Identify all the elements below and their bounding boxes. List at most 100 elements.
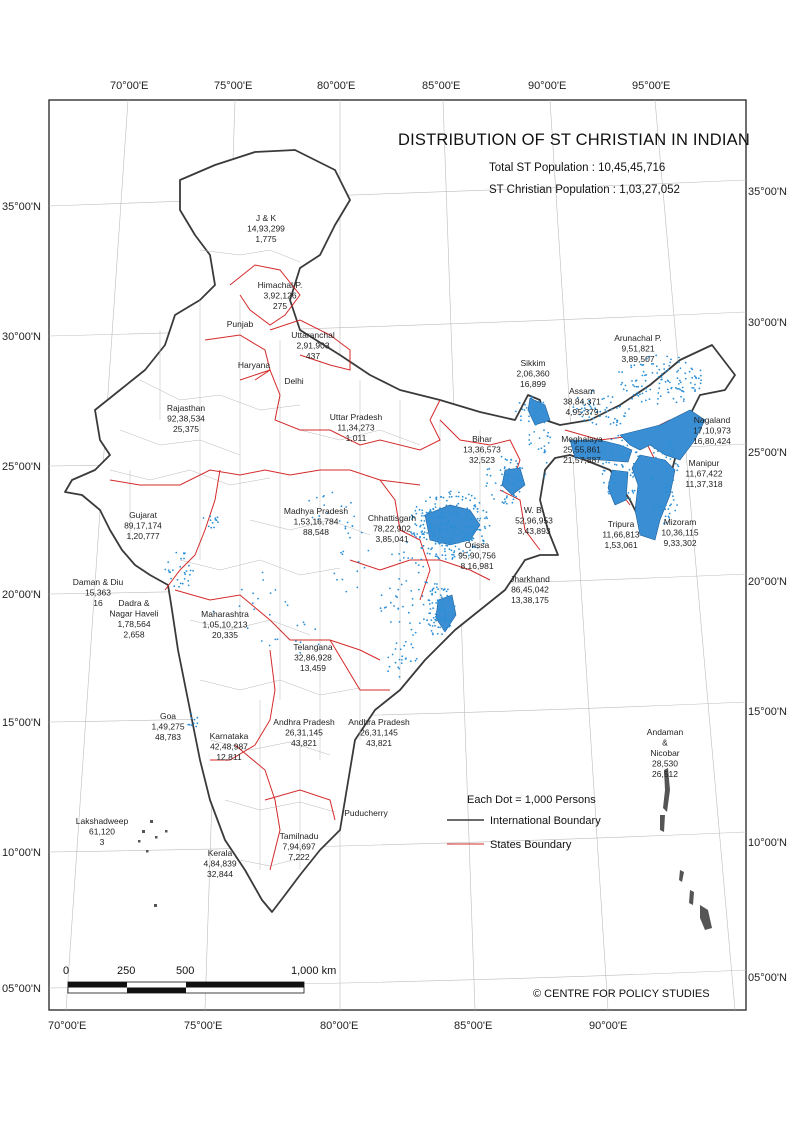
population-dot [172,569,174,571]
population-dot [447,520,450,522]
population-dot [406,541,408,544]
population-dot [659,505,662,508]
population-dot [440,587,443,590]
population-dot [188,564,190,567]
population-dot [515,410,517,413]
right-latitude-labels: 35°00'N 30°00'N 25°00'N 20°00'N 15°00'N … [748,186,787,984]
population-dot [416,533,419,535]
population-dot [679,367,682,370]
population-dot [531,401,533,404]
population-dot [434,624,436,627]
region-label: J & K 14,93,299 1,775 [247,213,285,244]
population-dot [668,516,671,519]
population-dot [627,441,629,444]
population-dot [503,467,506,470]
population-dot [179,582,182,585]
population-dot [195,725,198,728]
population-dot [501,473,503,476]
population-dot [268,644,271,647]
population-dot [603,449,606,451]
population-dot [648,398,651,400]
population-dot [452,527,454,529]
credit-text: © CENTRE FOR POLICY STUDIES [533,988,710,1000]
population-dot [395,642,398,644]
population-dot [528,439,531,441]
legend-dot-label: Each Dot = 1,000 Persons [467,794,596,806]
region-label: Dadra & Nagar Haveli 1,78,564 2,658 [109,598,158,640]
population-dot [399,559,401,562]
population-dot [676,371,678,373]
population-dot [440,522,442,524]
population-dot [684,377,687,380]
population-dot [535,416,537,418]
population-dot [658,484,660,487]
lon-label: 80°00'E [320,1020,358,1032]
population-dot [637,455,639,458]
population-dot [333,572,336,575]
population-dot [541,403,543,406]
population-dot [388,665,391,668]
population-dot [468,530,470,533]
population-dot [627,492,630,494]
population-dot [435,553,438,556]
population-dot [211,522,214,524]
population-dot [441,518,444,521]
population-dot [389,587,391,590]
population-dot [674,386,677,389]
population-dot [516,462,519,465]
population-dot [447,541,450,543]
population-dot [389,601,392,604]
population-dot [450,490,452,493]
population-dot [470,538,473,541]
population-dot [427,623,430,625]
population-dot [657,376,660,378]
population-dot [680,395,682,398]
population-dot [506,475,508,478]
population-dot [434,503,437,505]
population-dot [443,548,446,550]
population-dot [432,587,435,590]
population-dot [344,525,347,528]
region-label: Punjab [227,319,254,329]
population-dot [611,396,614,398]
population-dot [629,497,631,500]
population-dot [527,409,530,412]
population-dot [528,404,531,406]
population-dot [433,583,436,585]
population-dot [439,507,441,509]
region-label: Andhra Pradesh 26,31,145 43,821 [273,717,335,748]
population-dot [611,452,613,454]
population-dot [380,610,383,612]
population-dot [439,626,441,629]
population-dot [662,489,665,491]
population-dot [433,533,436,536]
population-dot [677,465,680,468]
population-dot [414,659,417,662]
population-dot [443,528,446,530]
region-labels: J & K 14,93,299 1,775 Himachal P. 3,92,126 27… [73,213,731,879]
population-dot [466,537,469,539]
population-dot [665,485,668,488]
population-dot [184,573,187,576]
population-dot [473,528,476,531]
population-dot [649,388,652,391]
legend-state-label: States Boundary [490,839,572,851]
population-dot [449,541,452,544]
population-dot [437,618,440,621]
population-dot [512,495,515,497]
region-label: Arunachal P. 9,51,821 3,89,507 [614,333,662,364]
population-dot [688,370,691,373]
population-dot [535,405,537,408]
population-dot [668,443,671,446]
population-dot [253,608,256,611]
population-dot [525,407,528,409]
population-dot [438,527,440,530]
population-dot [398,621,401,623]
region-label: Puducherry [344,808,388,818]
population-dot [387,670,389,673]
population-dot [628,468,631,471]
population-dot [462,540,465,542]
population-dot [445,558,447,560]
legend: Each Dot = 1,000 Persons International B… [447,794,601,851]
population-dot [624,384,627,387]
